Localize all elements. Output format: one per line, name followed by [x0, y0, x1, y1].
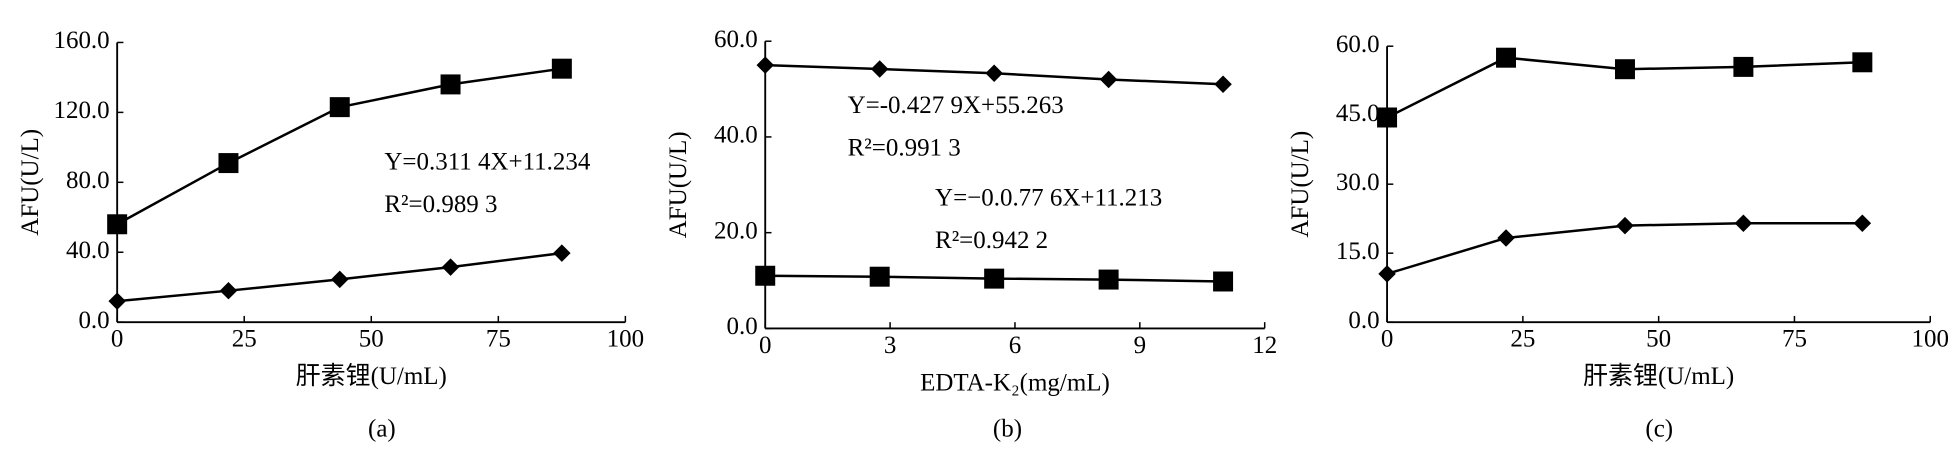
square-marker: [1852, 52, 1873, 73]
x-tick-label: 25: [1510, 326, 1535, 353]
diamond-marker: [1497, 229, 1515, 247]
y-tick-label: 60.0: [714, 26, 758, 53]
square-marker: [1213, 271, 1234, 292]
diamond-marker: [1616, 216, 1634, 235]
x-tick-label: 0: [759, 332, 771, 359]
diamond-marker: [1099, 70, 1118, 89]
square-marker: [329, 97, 350, 118]
y-tick-label: 30.0: [1336, 169, 1380, 196]
y-tick-label: 40.0: [714, 122, 758, 149]
x-tick-label: 25: [232, 326, 257, 353]
x-tick-label: 9: [1134, 332, 1146, 359]
y-tick-label: 0.0: [1348, 307, 1379, 334]
annotation: R²=0.942 2: [935, 227, 1048, 254]
y-tick-label: 160.0: [53, 27, 109, 54]
square-marker: [218, 153, 239, 174]
y-tick-label: 120.0: [53, 97, 109, 124]
y-tick-label: 0.0: [78, 307, 109, 334]
diamond-marker: [1214, 75, 1232, 94]
diamond-marker: [108, 292, 126, 310]
caption: (a): [368, 416, 396, 443]
x-tick-label: 75: [486, 326, 511, 353]
y-tick-label: 20.0: [714, 217, 758, 244]
square-marker: [551, 58, 572, 79]
y-axis-label: AFU(U/L): [17, 129, 44, 236]
annotation: R²=0.989 3: [384, 191, 497, 218]
y-tick-label: 80.0: [66, 167, 110, 194]
y-tick-label: 0.0: [727, 313, 758, 340]
y-tick-label: 45.0: [1336, 100, 1380, 127]
diamond-marker: [441, 258, 460, 276]
square-marker: [984, 268, 1005, 289]
x-axis-label: EDTA-K₂(mg/mL): [920, 369, 1110, 396]
square-marker: [869, 266, 890, 287]
x-axis-label: 肝素锂(U/mL): [296, 362, 447, 390]
square-marker: [1098, 269, 1119, 290]
x-tick-label: 75: [1782, 326, 1807, 353]
x-tick-label: 50: [359, 326, 384, 353]
square-marker: [107, 214, 128, 235]
annotation: Y=0.311 4X+11.234: [384, 148, 590, 175]
caption: (c): [1645, 416, 1673, 443]
diamond-marker: [870, 60, 889, 78]
x-tick-label: 0: [1381, 326, 1393, 353]
diamond-marker: [553, 244, 571, 262]
x-tick-label: 3: [884, 332, 896, 359]
square-marker: [1733, 56, 1754, 77]
annotation: Y=-0.427 9X+55.263: [848, 92, 1064, 119]
x-tick-label: 100: [607, 326, 644, 353]
x-tick-label: 12: [1252, 332, 1277, 359]
x-tick-label: 6: [1009, 332, 1021, 359]
square-marker: [1496, 47, 1517, 68]
x-tick-label: 50: [1646, 326, 1671, 353]
square-marker: [1377, 107, 1398, 128]
square-marker: [440, 74, 461, 95]
caption: (b): [993, 416, 1022, 443]
annotation: R²=0.991 3: [848, 135, 961, 162]
diamond-marker: [756, 56, 774, 74]
diamond-marker: [1853, 214, 1872, 233]
y-tick-label: 15.0: [1336, 238, 1380, 265]
diamond-marker: [1734, 214, 1753, 233]
y-axis-label: AFU(U/L): [1287, 131, 1314, 238]
square-marker: [1614, 59, 1635, 80]
y-tick-label: 60.0: [1336, 31, 1380, 58]
diamond-marker: [219, 281, 238, 300]
x-tick-label: 0: [111, 326, 123, 353]
diamond-marker: [1378, 265, 1396, 283]
square-marker: [755, 265, 776, 286]
y-tick-label: 40.0: [66, 237, 110, 264]
y-axis-label: AFU(U/L): [665, 131, 692, 238]
x-axis-label: 肝素锂(U/mL): [1583, 362, 1734, 390]
diamond-marker: [985, 64, 1003, 83]
diamond-marker: [331, 270, 349, 289]
annotation: Y=−0.0.77 6X+11.213: [935, 185, 1162, 212]
x-tick-label: 100: [1912, 326, 1949, 353]
